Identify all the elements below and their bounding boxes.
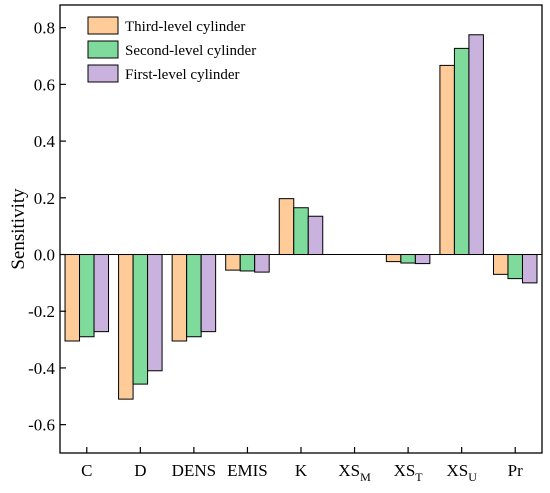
bar	[200, 254, 217, 333]
y-tick-label: 0.4	[34, 132, 56, 151]
legend-label: Second-level cylinder	[125, 43, 256, 59]
legend-label: Third-level cylinder	[125, 19, 245, 35]
x-tick-label: EMIS	[227, 461, 268, 480]
bar	[93, 254, 110, 333]
bar	[385, 254, 402, 263]
bars-group	[64, 34, 538, 400]
y-tick-label: 0.0	[34, 246, 55, 265]
bar	[507, 254, 523, 280]
x-tick-label: XSM	[338, 461, 371, 484]
y-tick-label: 0.6	[34, 75, 55, 94]
bar	[147, 254, 163, 372]
bar	[439, 64, 455, 256]
legend-label: First-level cylinder	[125, 67, 240, 83]
bar	[186, 254, 202, 338]
legend-swatch	[87, 40, 119, 59]
bar	[132, 254, 149, 385]
x-ticks-group: C D DENS EMIS K XSM XST XSU Pr	[81, 447, 523, 484]
bar	[521, 254, 538, 284]
x-tick-label: XST	[394, 461, 424, 484]
bar	[307, 215, 324, 256]
y-tick-label: -0.6	[28, 416, 55, 435]
bar	[400, 254, 416, 264]
bar	[239, 254, 256, 272]
y-tick-label: 0.8	[34, 19, 55, 38]
x-tick-label: Pr	[508, 461, 523, 480]
bar	[254, 254, 270, 273]
bar	[492, 254, 509, 275]
bar	[293, 207, 309, 256]
bar	[225, 254, 241, 271]
legend: Third-level cylinder Second-level cylinde…	[87, 16, 256, 83]
bar	[453, 47, 470, 256]
y-tick-label: -0.2	[28, 302, 55, 321]
y-tick-label: 0.2	[34, 189, 55, 208]
bar	[414, 254, 431, 265]
x-tick-label: DENS	[172, 461, 216, 480]
bar	[278, 198, 295, 256]
x-tick-label: XSU	[446, 461, 477, 484]
bar	[118, 254, 134, 400]
legend-swatch	[87, 64, 119, 83]
bar	[171, 254, 188, 342]
bar	[79, 254, 95, 338]
legend-swatch	[87, 16, 119, 35]
bar	[468, 34, 484, 256]
y-tick-label: -0.4	[28, 359, 55, 378]
y-axis-title: Sensitivity	[8, 188, 29, 270]
bar	[64, 254, 81, 342]
x-tick-label: D	[134, 461, 146, 480]
x-tick-label: K	[295, 461, 308, 480]
y-ticks-group: -0.6 -0.4 -0.2 0.0 0.2 0.4 0.6 0.8	[28, 19, 66, 435]
x-tick-label: C	[81, 461, 92, 480]
